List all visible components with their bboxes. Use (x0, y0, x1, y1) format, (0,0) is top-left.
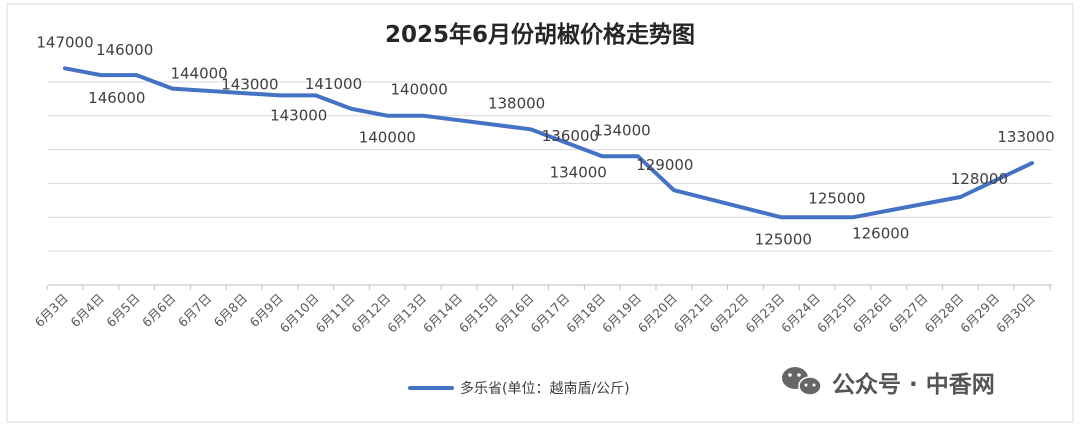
data-label: 133000 (997, 128, 1054, 146)
wechat-icon (782, 367, 822, 396)
data-label: 140000 (359, 129, 416, 147)
data-label: 136000 (542, 127, 599, 145)
data-label: 143000 (270, 106, 327, 124)
watermark-text: 公众号 · 中香网 (832, 372, 995, 398)
data-label: 134000 (550, 163, 607, 181)
data-label: 141000 (305, 75, 362, 93)
data-label: 143000 (221, 75, 278, 93)
data-label: 125000 (755, 230, 812, 248)
data-labels: 1470001460001460001440001430001430001410… (36, 33, 1054, 248)
data-label: 126000 (852, 225, 909, 243)
data-label: 147000 (36, 33, 93, 51)
series-line (63, 66, 1034, 220)
legend: 多乐省(单位：越南盾/公斤) (408, 380, 630, 397)
series-line-group (63, 66, 1034, 220)
data-label: 128000 (951, 170, 1008, 188)
chart-title: 2025年6月份胡椒价格走势图 (385, 21, 695, 48)
data-label: 134000 (593, 121, 650, 139)
data-label: 138000 (488, 94, 545, 112)
grid-lines (48, 81, 1052, 252)
data-label: 144000 (170, 65, 227, 83)
data-label: 129000 (636, 156, 693, 174)
data-label: 125000 (808, 189, 865, 207)
watermark: 公众号 · 中香网 (782, 367, 995, 398)
chart-border (6, 3, 1074, 423)
data-label: 140000 (391, 81, 448, 99)
legend-label: 多乐省(单位：越南盾/公斤) (460, 380, 630, 397)
data-label: 146000 (88, 89, 145, 107)
data-label: 146000 (96, 41, 153, 59)
